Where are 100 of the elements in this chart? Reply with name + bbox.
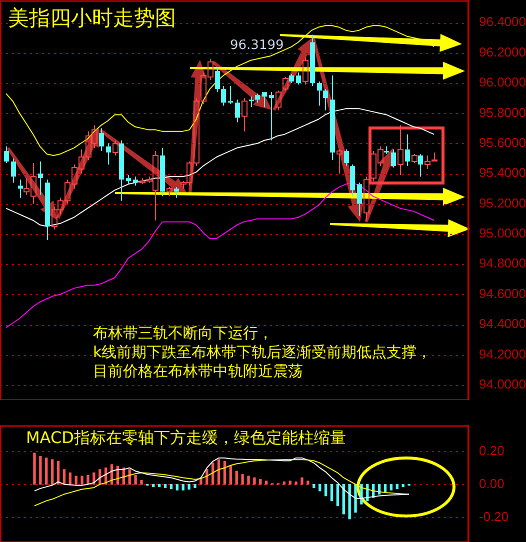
candlestick <box>119 140 124 202</box>
candlestick <box>344 148 349 167</box>
bar <box>294 482 298 485</box>
y-tick-label: 95.4000 <box>479 165 526 180</box>
bar <box>288 480 292 485</box>
candlestick <box>255 93 260 104</box>
bar <box>50 459 54 485</box>
bar <box>354 484 357 513</box>
bar <box>282 482 286 485</box>
bar <box>324 484 328 496</box>
y-tick-label: 94.8000 <box>479 256 526 271</box>
candlestick <box>289 73 294 84</box>
candlestick <box>228 86 233 105</box>
annotation: 96.3199 <box>230 38 284 54</box>
candlestick <box>269 92 274 141</box>
bar <box>247 476 250 485</box>
bar <box>384 484 387 492</box>
candlestick <box>99 128 104 152</box>
bar <box>330 484 334 502</box>
bar <box>194 484 196 488</box>
candlestick <box>160 147 165 197</box>
y-tick-label: 96.4000 <box>479 14 526 30</box>
bar <box>336 484 340 506</box>
y-tick-label: 0.00 <box>479 476 504 491</box>
bar <box>92 472 96 485</box>
y-tick-label: 95.0000 <box>479 226 526 241</box>
candlestick <box>391 148 396 168</box>
y-tick-label: 94.2000 <box>479 346 526 362</box>
candlestick <box>405 134 410 167</box>
y-tick-label: 94.0000 <box>479 376 526 392</box>
bar <box>396 484 398 490</box>
bar <box>164 484 167 488</box>
candlestick <box>364 176 370 221</box>
candlestick <box>215 67 220 93</box>
candlestick <box>174 186 179 198</box>
bar <box>348 484 351 520</box>
annotation: 目前价格在布林带中轨附近震荡 <box>93 362 303 380</box>
candlestick <box>45 179 50 240</box>
bar <box>68 472 72 485</box>
y-tick-label: 95.6000 <box>479 134 526 150</box>
bar <box>176 484 178 490</box>
candlestick <box>38 161 43 196</box>
annotation: 布林带三轨不断向下运行， <box>93 324 273 342</box>
bar <box>318 484 322 492</box>
bar <box>39 456 42 485</box>
bar <box>86 474 90 485</box>
bar <box>170 484 173 490</box>
candlestick <box>323 88 328 111</box>
candlestick <box>106 142 111 166</box>
bar <box>229 466 232 485</box>
candlestick <box>310 34 315 87</box>
candlestick <box>418 153 423 178</box>
candlestick <box>262 92 267 108</box>
bar <box>200 479 202 485</box>
bar <box>45 458 48 485</box>
bar <box>312 484 316 488</box>
candlestick <box>133 176 138 186</box>
chart-title: 美指四小时走势图 <box>8 6 176 30</box>
y-tick-label: 94.4000 <box>479 316 526 332</box>
bar <box>33 452 36 485</box>
candlestick <box>18 179 23 198</box>
candlestick <box>11 158 16 184</box>
bar <box>158 484 161 487</box>
candlestick <box>384 146 389 154</box>
chart-title: MACD指标在零轴下方走缓，绿色定能柱缩量 <box>26 428 346 447</box>
candlestick <box>221 86 226 106</box>
bar <box>253 477 256 485</box>
bar <box>188 484 190 490</box>
candlestick <box>357 182 362 216</box>
y-tick-label: 96.0000 <box>479 74 526 90</box>
candlestick <box>235 99 240 123</box>
candlestick <box>398 124 404 176</box>
bar <box>134 474 137 485</box>
candlestick <box>330 74 335 160</box>
bar <box>300 477 304 485</box>
bar <box>235 470 238 485</box>
candlestick <box>336 148 342 174</box>
bar <box>265 480 268 485</box>
bar <box>306 480 310 485</box>
bar <box>140 480 143 485</box>
candlestick <box>296 72 301 86</box>
bar <box>241 474 244 485</box>
bar <box>402 484 404 487</box>
y-tick-label: 94.6000 <box>479 286 526 301</box>
bar <box>152 484 155 487</box>
bar <box>182 484 184 490</box>
bar <box>342 484 345 514</box>
candlestick <box>317 81 322 106</box>
y-tick-label: -0.20 <box>479 508 509 524</box>
bar <box>390 484 393 490</box>
candlestick <box>126 174 131 185</box>
candlestick <box>249 96 254 108</box>
candlestick <box>242 98 248 132</box>
bar <box>259 479 262 485</box>
candlestick <box>350 164 355 197</box>
annotation: k线前期下跌至布林带下轨后逐渐受前期低点支撑， <box>93 343 432 362</box>
candlestick <box>4 146 9 164</box>
bar <box>62 469 66 485</box>
y-tick-label: 96.2000 <box>479 44 526 60</box>
y-tick-label: 95.2000 <box>479 195 526 210</box>
